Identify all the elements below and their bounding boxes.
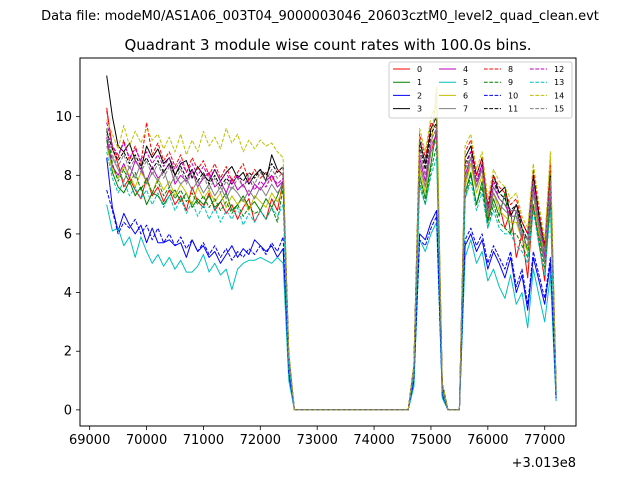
x-tick-label: 75000 <box>410 433 451 448</box>
series-line-14 <box>106 104 557 411</box>
y-axis: 0 2 4 6 8 10 <box>55 110 80 418</box>
x-tick-label: 69000 <box>69 433 110 448</box>
axes-frame <box>79 57 577 427</box>
chart-title: Quadrant 3 module wise count rates with … <box>124 36 531 54</box>
x-tick-label: 74000 <box>353 433 394 448</box>
legend-label-4: 4 <box>463 65 468 74</box>
legend-label-15: 15 <box>554 105 564 114</box>
series-layer <box>106 75 557 411</box>
x-tick-label: 77000 <box>524 433 565 448</box>
legend-label-11: 11 <box>508 105 518 114</box>
x-axis: 69000 70000 71000 72000 73000 74000 75000 76000… <box>69 426 565 448</box>
y-tick-label: 0 <box>64 403 72 418</box>
legend-label-13: 13 <box>554 78 564 87</box>
legend-label-0: 0 <box>417 65 422 74</box>
legend-label-7: 7 <box>463 105 468 114</box>
x-tick-label: 72000 <box>240 433 281 448</box>
x-tick-label: 71000 <box>183 433 224 448</box>
x-tick-label: 70000 <box>126 433 167 448</box>
figure-suptitle: Data file: modeM0/AS1A06_003T04_90000030… <box>41 9 599 24</box>
x-axis-offset-label: +3.013e8 <box>512 456 576 471</box>
plot-area: 69000 70000 71000 72000 73000 74000 75000 76000… <box>55 57 577 471</box>
legend-label-6: 6 <box>463 91 468 100</box>
legend-frame <box>388 61 573 119</box>
legend-label-8: 8 <box>508 65 513 74</box>
legend-label-9: 9 <box>508 78 513 87</box>
legend-label-12: 12 <box>554 65 564 74</box>
legend-label-1: 1 <box>417 78 422 87</box>
y-tick-label: 10 <box>55 110 72 125</box>
y-tick-label: 4 <box>64 286 72 301</box>
y-tick-label: 8 <box>64 169 72 184</box>
series-line-11 <box>106 122 557 411</box>
x-tick-label: 73000 <box>297 433 338 448</box>
legend-label-3: 3 <box>417 105 422 114</box>
x-tick-label: 76000 <box>467 433 508 448</box>
legend-label-14: 14 <box>554 91 564 100</box>
legend-label-5: 5 <box>463 78 468 87</box>
series-line-8 <box>106 110 557 411</box>
legend-label-2: 2 <box>417 91 422 100</box>
y-tick-label: 2 <box>64 345 72 360</box>
series-line-15 <box>106 127 557 411</box>
y-tick-label: 6 <box>64 227 72 242</box>
legend-label-10: 10 <box>508 91 518 100</box>
